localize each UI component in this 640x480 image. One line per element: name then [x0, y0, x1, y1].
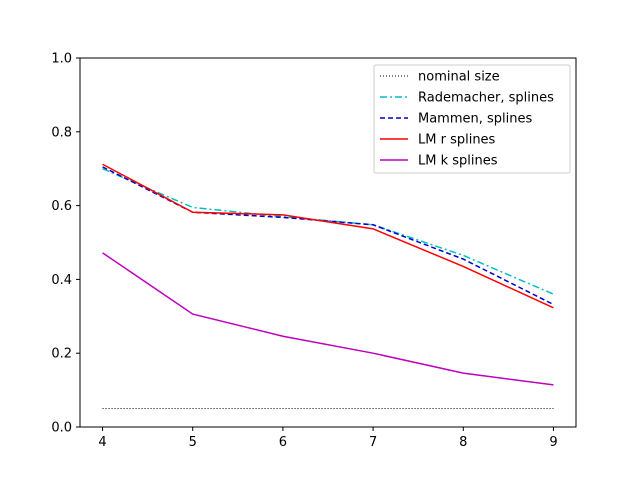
x-tick-label: 6 — [279, 435, 287, 450]
y-axis: 0.0 0.2 0.4 0.6 0.8 1.0 — [51, 52, 80, 436]
legend-label-4: LM k splines — [418, 154, 498, 169]
y-tick-label: 0.2 — [51, 347, 72, 362]
legend: nominal size Rademacher, splines Mammen, s… — [373, 64, 571, 174]
legend-label-0: nominal size — [418, 70, 500, 85]
legend-label-3: LM r splines — [418, 133, 496, 148]
legend-box — [373, 64, 571, 174]
x-tick-label: 7 — [369, 435, 377, 450]
series-line-4 — [102, 252, 554, 386]
y-tick-label: 1.0 — [51, 52, 72, 67]
x-tick-label: 8 — [459, 435, 467, 450]
y-tick-label: 0.0 — [51, 421, 72, 436]
series-line-3 — [102, 163, 554, 309]
legend-label-2: Mammen, splines — [418, 112, 532, 127]
x-tick-label: 9 — [549, 435, 557, 450]
x-axis: 4 5 6 7 8 9 — [98, 427, 558, 450]
y-tick-label: 0.4 — [51, 273, 72, 288]
x-tick-label: 5 — [189, 435, 197, 450]
x-tick-label: 4 — [98, 435, 106, 450]
axes-frame — [79, 57, 577, 428]
series-line-1 — [102, 168, 554, 295]
y-tick-label: 0.6 — [51, 199, 72, 214]
legend-label-1: Rademacher, splines — [418, 91, 554, 106]
series-line-2 — [102, 166, 554, 306]
plot-lines — [102, 163, 554, 410]
y-tick-label: 0.8 — [51, 125, 72, 140]
